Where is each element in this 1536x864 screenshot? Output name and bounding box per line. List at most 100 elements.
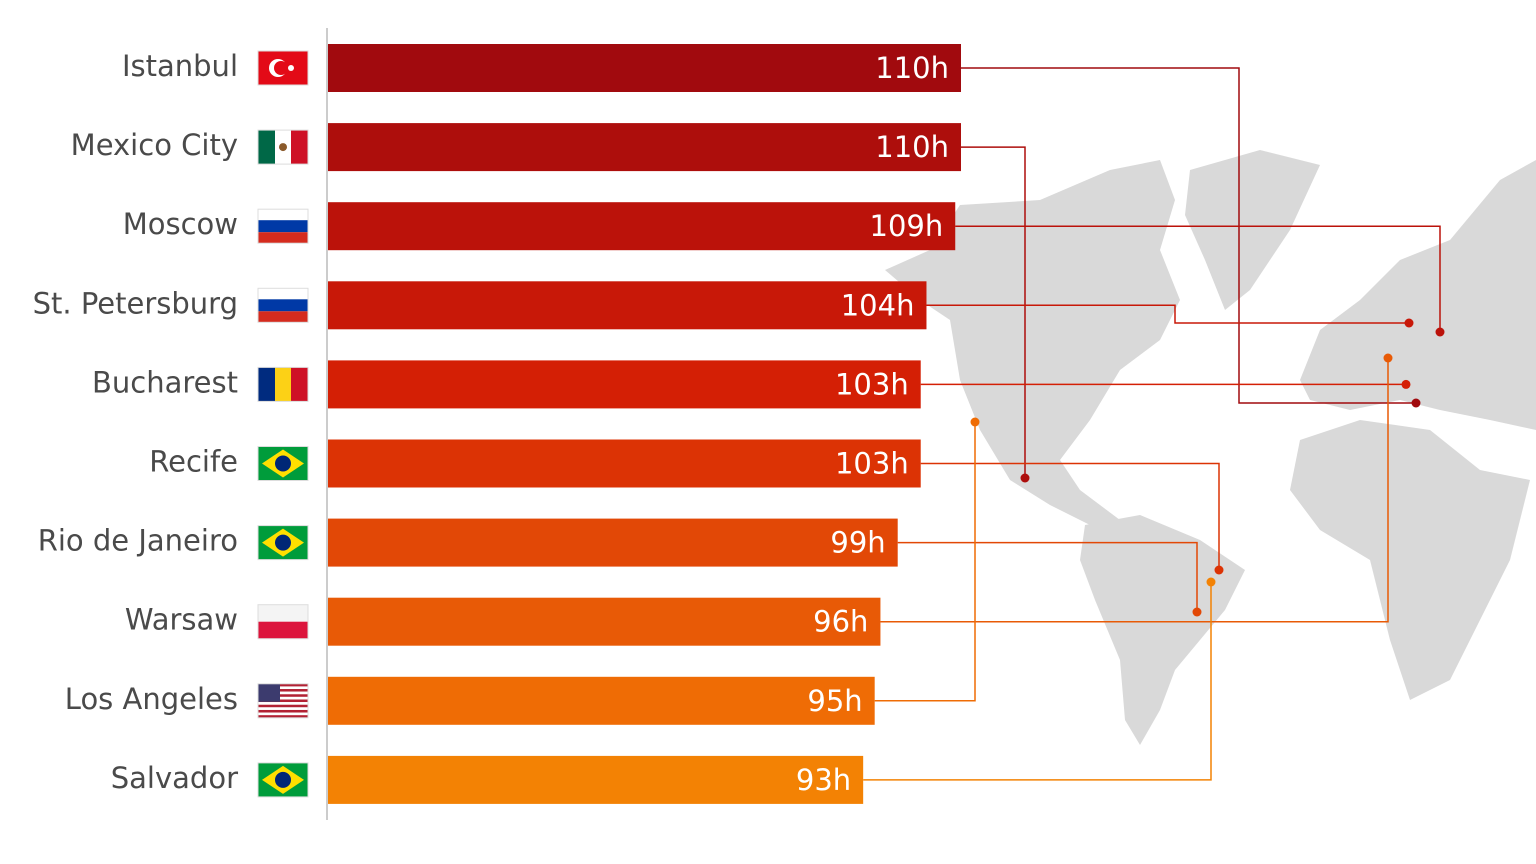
flag-part <box>258 702 308 705</box>
value-label: 95h <box>807 684 862 718</box>
connector <box>926 304 1409 324</box>
flag-part <box>275 534 291 551</box>
flag-part <box>275 771 291 788</box>
flag-part <box>258 209 308 221</box>
value-label: 110h <box>875 51 949 85</box>
flag-part <box>258 683 308 687</box>
flag-part <box>258 696 308 700</box>
flag-part <box>291 130 308 165</box>
flag <box>257 604 309 640</box>
value-label: 109h <box>870 209 944 243</box>
flag-part <box>258 220 308 233</box>
bar <box>328 439 921 488</box>
flag-part <box>258 709 308 713</box>
city-dot <box>1401 379 1411 389</box>
flag <box>257 366 309 402</box>
city-dot <box>1214 565 1224 575</box>
connector <box>955 225 1441 332</box>
city-dot <box>1435 327 1445 337</box>
city-dot <box>1206 577 1216 587</box>
flag-part <box>258 704 308 708</box>
bar <box>328 755 864 804</box>
flag-part <box>274 61 288 75</box>
flag-border <box>257 446 309 481</box>
flag-part <box>258 232 308 244</box>
value-label: 103h <box>835 367 909 401</box>
category-label: Rio de Janeiro <box>38 524 238 558</box>
flag <box>257 129 309 165</box>
bar <box>328 597 881 646</box>
flag-border <box>257 683 309 719</box>
connector <box>920 462 1220 570</box>
world-map <box>885 150 1536 745</box>
category-label: Recife <box>149 445 238 479</box>
flag-part <box>258 367 275 402</box>
flag-part <box>258 621 308 639</box>
category-label: Los Angeles <box>65 682 238 716</box>
category-label: Moscow <box>123 207 238 241</box>
flag-part <box>258 299 308 312</box>
bar <box>328 44 961 92</box>
flag-border <box>257 762 309 798</box>
category-label: Salvador <box>111 761 238 795</box>
flag-border <box>257 208 309 244</box>
flag-part <box>258 683 280 702</box>
connector <box>897 541 1198 612</box>
city-dot <box>1020 473 1030 483</box>
flag-part <box>258 707 308 710</box>
city-dot <box>970 417 980 427</box>
connector <box>874 422 976 702</box>
flag-part <box>258 311 308 323</box>
flag-part <box>258 691 308 695</box>
category-label: Mexico City <box>71 128 238 162</box>
flag-part <box>258 699 308 703</box>
flag-part <box>258 130 275 165</box>
connectors <box>863 67 1445 781</box>
flag-part <box>275 455 291 472</box>
bar <box>328 518 898 567</box>
bar <box>328 281 927 330</box>
category-label: St. Petersburg <box>33 286 238 320</box>
flag-border <box>257 525 309 561</box>
flag <box>257 446 309 481</box>
flag-part <box>258 712 308 716</box>
city-dot <box>1192 607 1202 617</box>
city-dot <box>1383 353 1393 363</box>
north-america <box>885 160 1180 530</box>
category-label: Warsaw <box>125 603 238 637</box>
europe-asia <box>1300 160 1536 430</box>
bar <box>328 676 875 725</box>
connector <box>961 146 1026 478</box>
flag-border <box>257 287 309 323</box>
south-america <box>1080 515 1245 745</box>
flag-part <box>275 367 291 402</box>
flag <box>257 762 309 798</box>
flag <box>257 208 309 244</box>
flag-part <box>291 367 308 402</box>
rows: Istanbul 110h Mexico City 110h Moscow 109h St.… <box>33 44 961 804</box>
city-dot <box>1404 318 1414 328</box>
flag <box>257 525 309 561</box>
value-label: 104h <box>841 288 915 322</box>
africa <box>1290 420 1530 700</box>
flag-border <box>257 129 309 165</box>
flag-part <box>258 715 308 718</box>
connector <box>961 67 1416 404</box>
flag-part <box>279 143 287 152</box>
flag-part <box>258 694 308 697</box>
category-label: Bucharest <box>92 365 238 399</box>
bar <box>328 360 921 409</box>
flag-part <box>258 686 308 690</box>
greenland <box>1185 150 1320 310</box>
value-label: 99h <box>830 526 885 560</box>
category-label: Istanbul <box>122 49 238 83</box>
flag-part <box>258 288 308 300</box>
value-label: 93h <box>796 763 851 797</box>
value-label: 103h <box>835 447 909 481</box>
flag-border <box>257 604 309 640</box>
flag <box>257 50 309 86</box>
flag <box>257 683 309 719</box>
value-label: 96h <box>813 605 868 639</box>
